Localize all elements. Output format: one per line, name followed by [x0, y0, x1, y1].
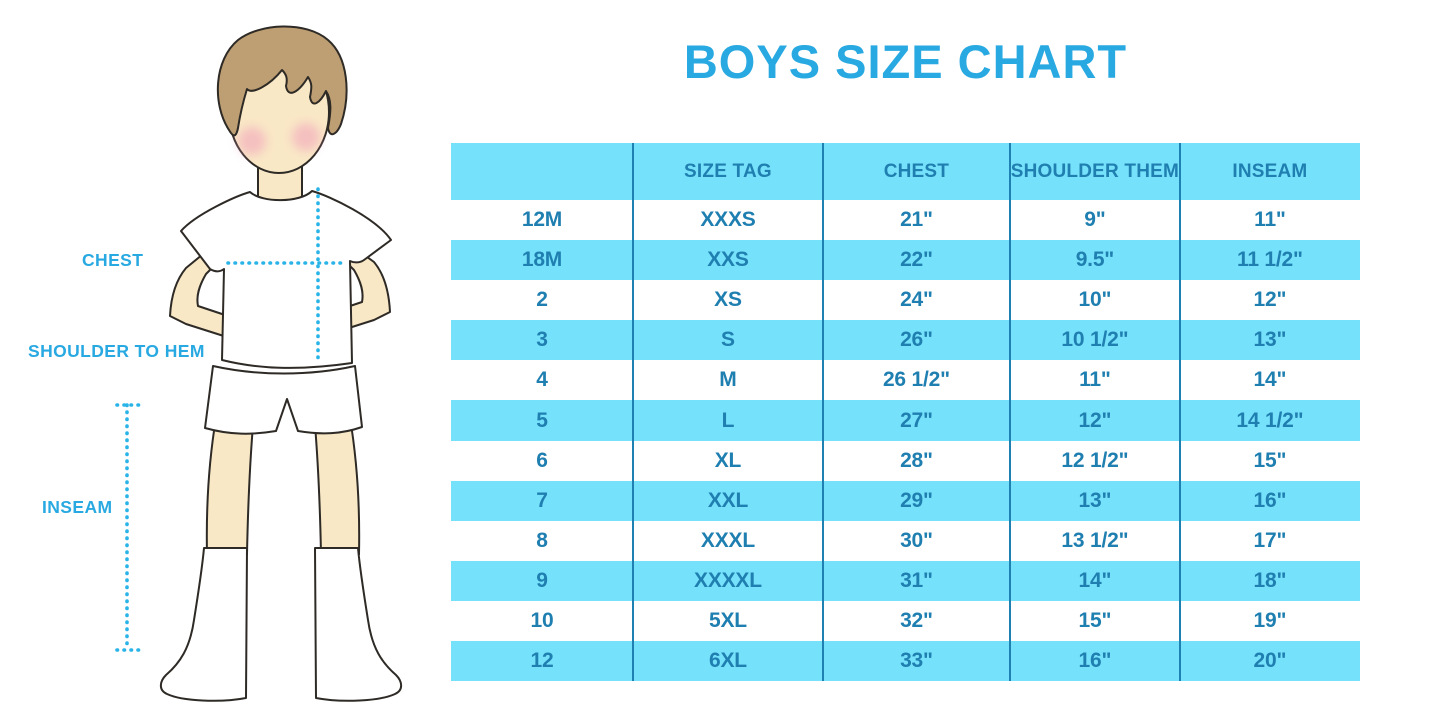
- table-row: 4 M 26 1/2" 11" 14": [451, 360, 1360, 401]
- table-cell: 29": [900, 488, 933, 512]
- table-cell: 3: [536, 328, 548, 352]
- table-cell: 33": [900, 649, 933, 673]
- table-row: 12M XXXS 21" 9" 11": [451, 200, 1360, 241]
- table-cell: 10: [530, 608, 554, 632]
- table-cell: 26 1/2": [882, 368, 950, 392]
- table-cell: 17": [1253, 528, 1287, 552]
- table-cell: 16": [1253, 488, 1287, 512]
- table-row: 8 XXXL 30" 13 1/2" 17": [451, 520, 1360, 561]
- table-cell: 5: [536, 408, 548, 432]
- table-cell: 18": [1253, 568, 1287, 592]
- table-cell: 27": [900, 408, 933, 432]
- size-table: SIZE TAG CHEST SHOULDER THEM INSEAM 12M X…: [451, 143, 1360, 682]
- table-cell: L: [721, 408, 735, 432]
- table-row: 18M XXS 22" 9.5" 11 1/2": [451, 240, 1360, 281]
- table-cell: 11": [1254, 208, 1286, 232]
- table-cell: XXXL: [700, 528, 755, 552]
- table-cell: 6XL: [708, 649, 747, 673]
- table-cell: 18M: [521, 248, 563, 272]
- boy-figure-illustration: [115, 25, 403, 702]
- table-row: 7 XXL 29" 13" 16": [451, 480, 1360, 521]
- table-cell: 28": [900, 448, 933, 472]
- table-row: 6 XL 28" 12 1/2" 15": [451, 440, 1360, 481]
- table-cell: 5XL: [708, 608, 747, 632]
- table-cell: 13": [1253, 328, 1287, 352]
- page-title: BOYS SIZE CHART: [683, 35, 1128, 88]
- column-divider: [822, 143, 824, 681]
- table-cell: 12M: [521, 208, 563, 232]
- table-row: 12 6XL 33" 16" 20": [451, 641, 1360, 682]
- boy-tshirt: [180, 190, 392, 369]
- table-cell: 14": [1253, 368, 1287, 392]
- table-cell: 14 1/2": [1236, 408, 1304, 432]
- table-cell: 12": [1253, 288, 1287, 312]
- boy-shorts: [204, 365, 363, 435]
- table-cell: 8: [536, 528, 548, 552]
- table-cell: 26": [900, 328, 933, 352]
- table-cell: 12": [1078, 408, 1112, 432]
- table-header-cell-size-tag: SIZE TAG: [684, 160, 772, 182]
- table-cell: 22": [900, 248, 933, 272]
- table-cell: 14": [1078, 568, 1112, 592]
- table-cell: XXXS: [700, 208, 756, 232]
- boy-leg-right: [313, 416, 361, 555]
- table-cell: 11 1/2": [1237, 248, 1303, 272]
- inseam-label: INSEAM: [42, 497, 113, 517]
- table-cell: 11": [1079, 368, 1111, 392]
- table-cell: 13 1/2": [1061, 528, 1129, 552]
- table-cell: 30": [900, 528, 933, 552]
- table-cell: 13": [1078, 488, 1112, 512]
- table-cell: M: [719, 368, 737, 392]
- table-cell: 10 1/2": [1061, 328, 1129, 352]
- table-header-cell-chest: CHEST: [883, 160, 950, 182]
- table-cell: 15": [1253, 448, 1287, 472]
- shoulder-to-hem-label: SHOULDER TO HEM: [28, 341, 205, 361]
- boy-cheek-left: [238, 127, 266, 155]
- table-cell: XS: [714, 288, 742, 312]
- table-cell: 10": [1078, 288, 1112, 312]
- boy-leg-left: [205, 416, 255, 555]
- table-cell: XXL: [707, 488, 749, 512]
- chest-label: CHEST: [82, 250, 144, 270]
- table-cell: 24": [900, 288, 933, 312]
- table-cell: 20": [1253, 649, 1287, 673]
- table-header-cell-shoulder-hem: SHOULDER THEM: [1010, 160, 1180, 182]
- table-cell: 21": [900, 208, 933, 232]
- table-row: 10 5XL 32" 15" 19": [451, 600, 1360, 642]
- table-cell: S: [721, 328, 735, 352]
- table-header-cell-size: [451, 143, 633, 200]
- table-row: 5 L 27" 12" 14 1/2": [451, 400, 1360, 441]
- boy-cheek-right: [292, 123, 320, 151]
- table-header-cell-inseam: INSEAM: [1232, 160, 1308, 182]
- column-divider: [632, 143, 634, 681]
- table-cell: 9": [1084, 208, 1106, 232]
- table-row: 9 XXXXL 31" 14" 18": [451, 560, 1360, 601]
- table-cell: XXXXL: [694, 568, 762, 592]
- table-cell: 31": [900, 568, 933, 592]
- boy-sock-left: [159, 547, 248, 702]
- table-cell: 9.5": [1075, 248, 1115, 272]
- column-divider: [1009, 143, 1011, 681]
- table-header-row: SIZE TAG CHEST SHOULDER THEM INSEAM: [451, 143, 1360, 200]
- table-cell: 12: [530, 649, 554, 673]
- table-cell: 12 1/2": [1061, 448, 1129, 472]
- table-cell: 16": [1078, 649, 1112, 673]
- boy-sock-right: [314, 547, 403, 702]
- table-cell: 2: [536, 288, 548, 312]
- table-cell: 19": [1253, 608, 1287, 632]
- table-row: 2 XS 24" 10" 12": [451, 280, 1360, 321]
- table-cell: 15": [1078, 608, 1112, 632]
- table-cell: XXS: [707, 248, 749, 272]
- table-cell: 7: [536, 488, 548, 512]
- table-cell: 32": [900, 608, 933, 632]
- table-cell: 9: [536, 568, 548, 592]
- table-rows: 12M XXXS 21" 9" 11" 18M XXS 22" 9.5" 11 1/2" 2 XS 24…: [451, 200, 1360, 682]
- boy-hair: [216, 25, 348, 137]
- table-cell: 4: [536, 368, 548, 392]
- table-cell: 6: [536, 448, 548, 472]
- table-cell: XL: [714, 448, 742, 472]
- table-row: 3 S 26" 10 1/2" 13": [451, 320, 1360, 361]
- column-divider: [1179, 143, 1181, 681]
